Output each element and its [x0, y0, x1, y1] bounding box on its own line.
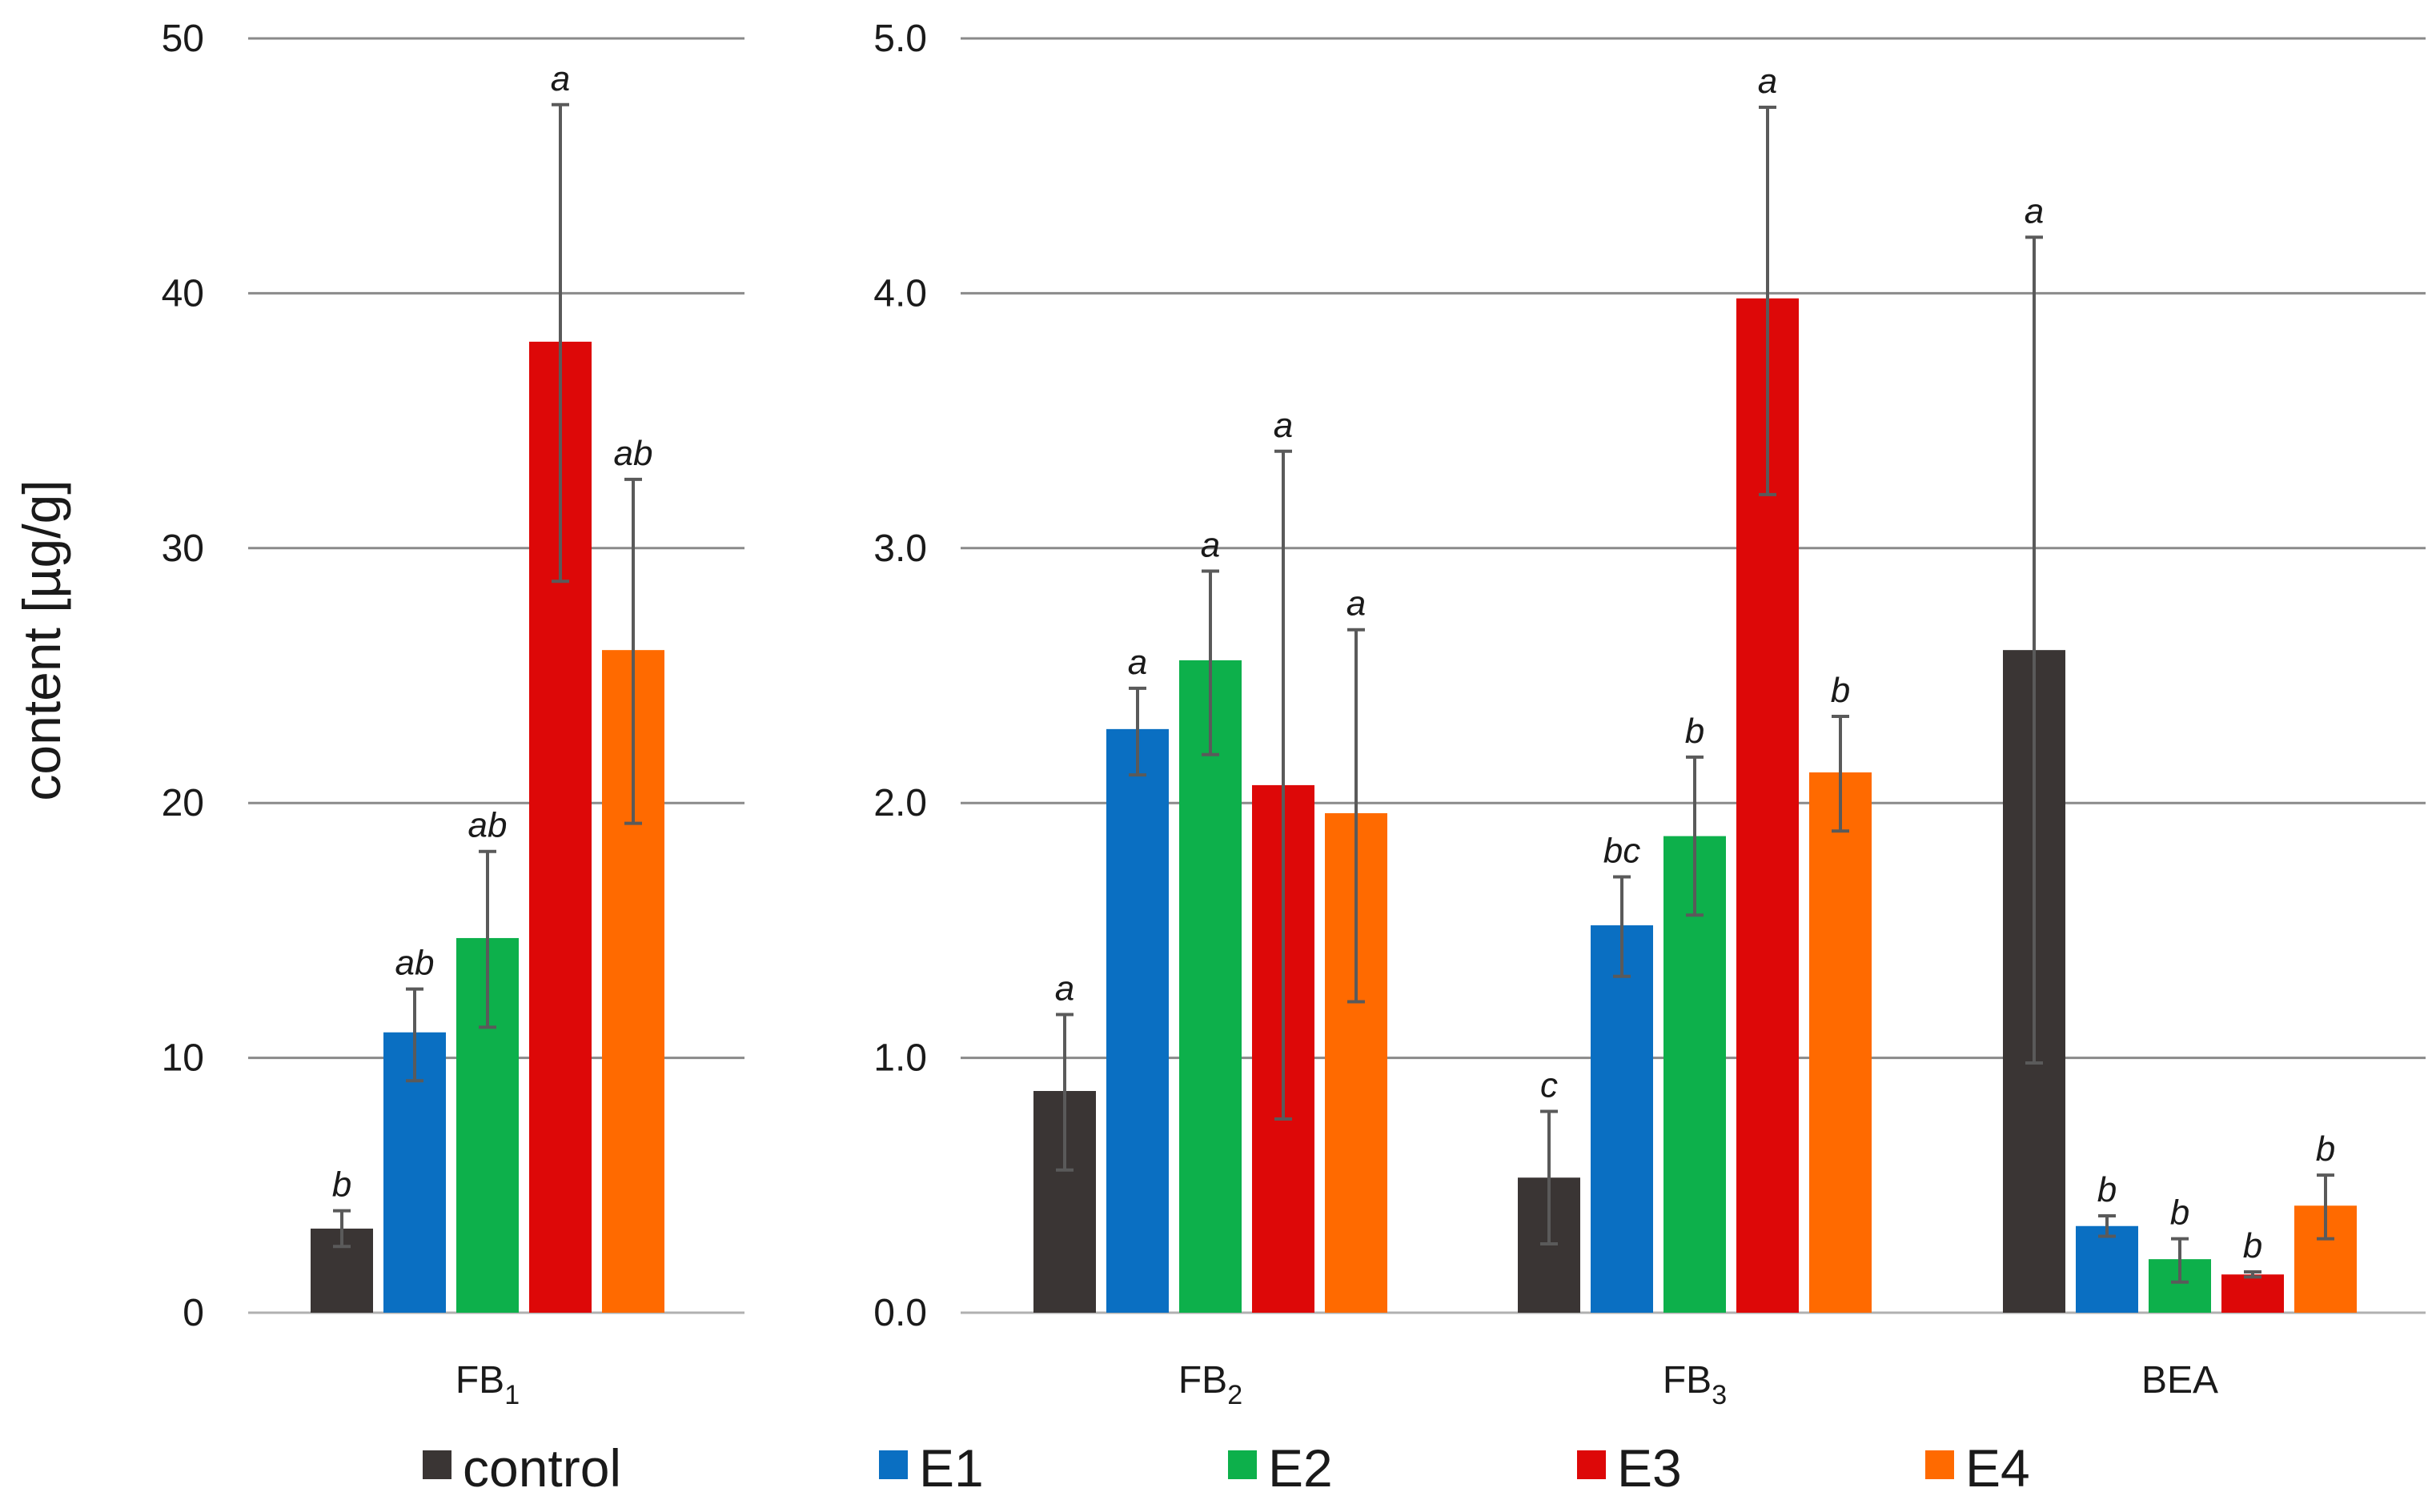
significance-label: a [1128, 643, 1147, 682]
significance-label: a [1055, 969, 1074, 1008]
significance-label: ab [468, 806, 508, 845]
category-label-fb3: FB3 [1663, 1359, 1727, 1410]
legend-swatch-e3 [1577, 1450, 1606, 1479]
significance-label: ab [395, 944, 435, 983]
bar-e3-bea [2221, 1274, 2284, 1313]
significance-label: b [2170, 1193, 2189, 1233]
significance-label: b [2316, 1129, 2335, 1169]
significance-label: bc [1603, 832, 1640, 871]
bar-e2-fb2 [1179, 660, 1242, 1313]
significance-label: a [1274, 406, 1293, 445]
category-label-bea: BEA [2141, 1359, 2218, 1402]
significance-label: a [2025, 191, 2044, 231]
y-tick-label: 3.0 [873, 527, 927, 570]
y-tick-label: 0.0 [873, 1292, 927, 1334]
y-tick-label: 10 [162, 1037, 204, 1080]
y-tick-label: 0 [183, 1292, 204, 1334]
significance-label: a [1201, 525, 1220, 564]
category-label-fb1: FB1 [455, 1359, 520, 1410]
significance-label: b [1685, 712, 1704, 751]
significance-label: a [1758, 62, 1777, 101]
y-tick-label: 50 [162, 18, 204, 60]
y-axis-label: content [µg/g] [12, 479, 71, 800]
y-tick-label: 30 [162, 527, 204, 570]
significance-label: a [1346, 584, 1366, 624]
significance-label: a [551, 59, 570, 98]
y-tick-label: 5.0 [873, 18, 927, 60]
significance-label: b [1831, 671, 1850, 710]
legend-label-control: control [463, 1438, 621, 1498]
bar-e1-bea [2076, 1225, 2138, 1313]
significance-label: c [1540, 1065, 1558, 1105]
bar-e1-fb3 [1591, 925, 1653, 1313]
bar-e1-fb2 [1106, 728, 1169, 1313]
legend-label-e3: E3 [1617, 1438, 1682, 1498]
legend-label-e2: E2 [1268, 1438, 1333, 1498]
y-tick-label: 20 [162, 782, 204, 824]
category-label-fb2: FB2 [1178, 1359, 1242, 1410]
legend-swatch-e2 [1228, 1450, 1257, 1479]
category-label-layer: FB1 FB2 FB3 BEA [455, 1359, 2218, 1410]
significance-label: ab [614, 434, 653, 473]
y-tick-label: 1.0 [873, 1037, 927, 1080]
tick-layer: 0 10 20 30 40 50 0.0 1.0 2.0 3.0 4.0 5.0 [162, 18, 927, 1334]
legend-label-e1: E1 [919, 1438, 984, 1498]
y-tick-label: 40 [162, 272, 204, 315]
error-bar-layer [333, 102, 2334, 1284]
y-tick-label: 4.0 [873, 272, 927, 315]
legend-swatch-e4 [1925, 1450, 1954, 1479]
bar-e4-fb3 [1809, 772, 1872, 1313]
legend-swatch-e1 [879, 1450, 908, 1479]
significance-label: b [2243, 1226, 2262, 1265]
significance-label: b [332, 1165, 351, 1205]
significance-label: b [2097, 1170, 2117, 1209]
y-tick-label: 2.0 [873, 782, 927, 824]
bar-layer [311, 298, 2357, 1313]
legend-label-e4: E4 [1965, 1438, 2030, 1498]
legend: control E1 E2 E3 E4 [423, 1438, 2030, 1498]
legend-swatch-control [423, 1450, 451, 1479]
